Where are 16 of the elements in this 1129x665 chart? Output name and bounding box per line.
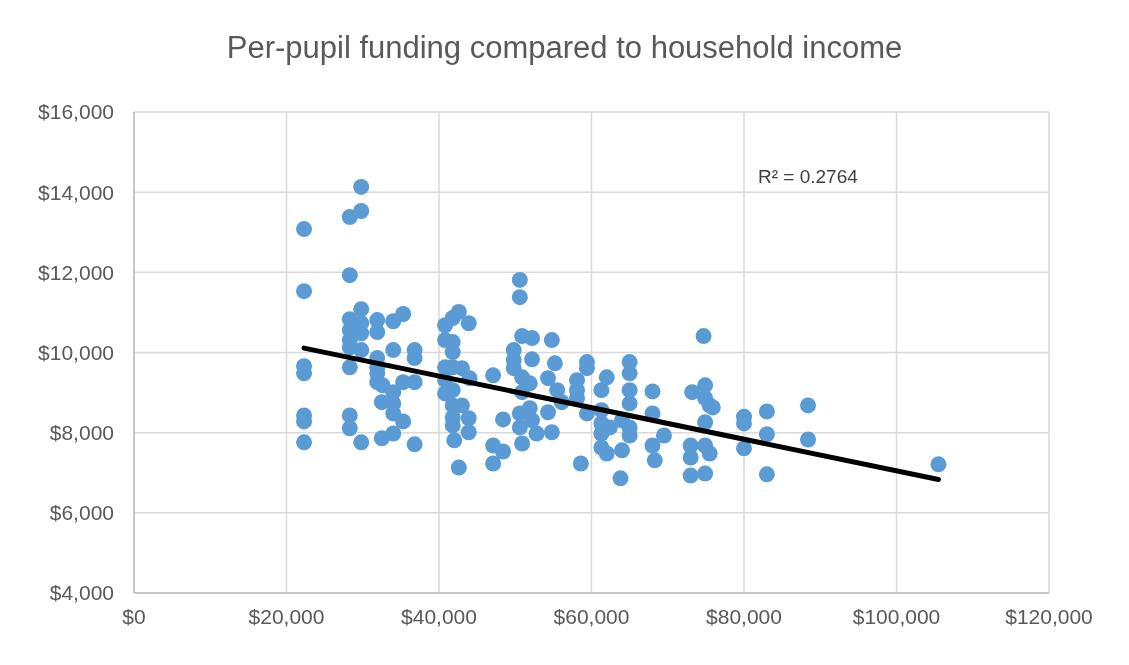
chart-title: Per-pupil funding compared to household income	[225, 30, 904, 66]
x-tick-label: $20,000	[248, 604, 325, 628]
annotation: R² = 0.2764	[758, 166, 858, 188]
x-tick-label: $120,000	[1005, 604, 1093, 628]
y-tick-label: $8,000	[49, 421, 114, 445]
x-tick-label: $100,000	[852, 604, 941, 628]
x-tick-label: $40,000	[401, 604, 477, 628]
y-tick-label: $12,000	[38, 260, 114, 284]
x-tick-label: $0	[122, 604, 146, 628]
y-tick-label: $4,000	[49, 581, 114, 605]
y-tick-label: $14,000	[38, 180, 114, 204]
y-tick-label: $6,000	[49, 501, 114, 525]
x-tick-label: $80,000	[706, 604, 782, 628]
y-tick-label: $10,000	[38, 340, 114, 364]
y-tick-label: $16,000	[38, 100, 114, 124]
x-tick-label: $60,000	[553, 604, 630, 628]
